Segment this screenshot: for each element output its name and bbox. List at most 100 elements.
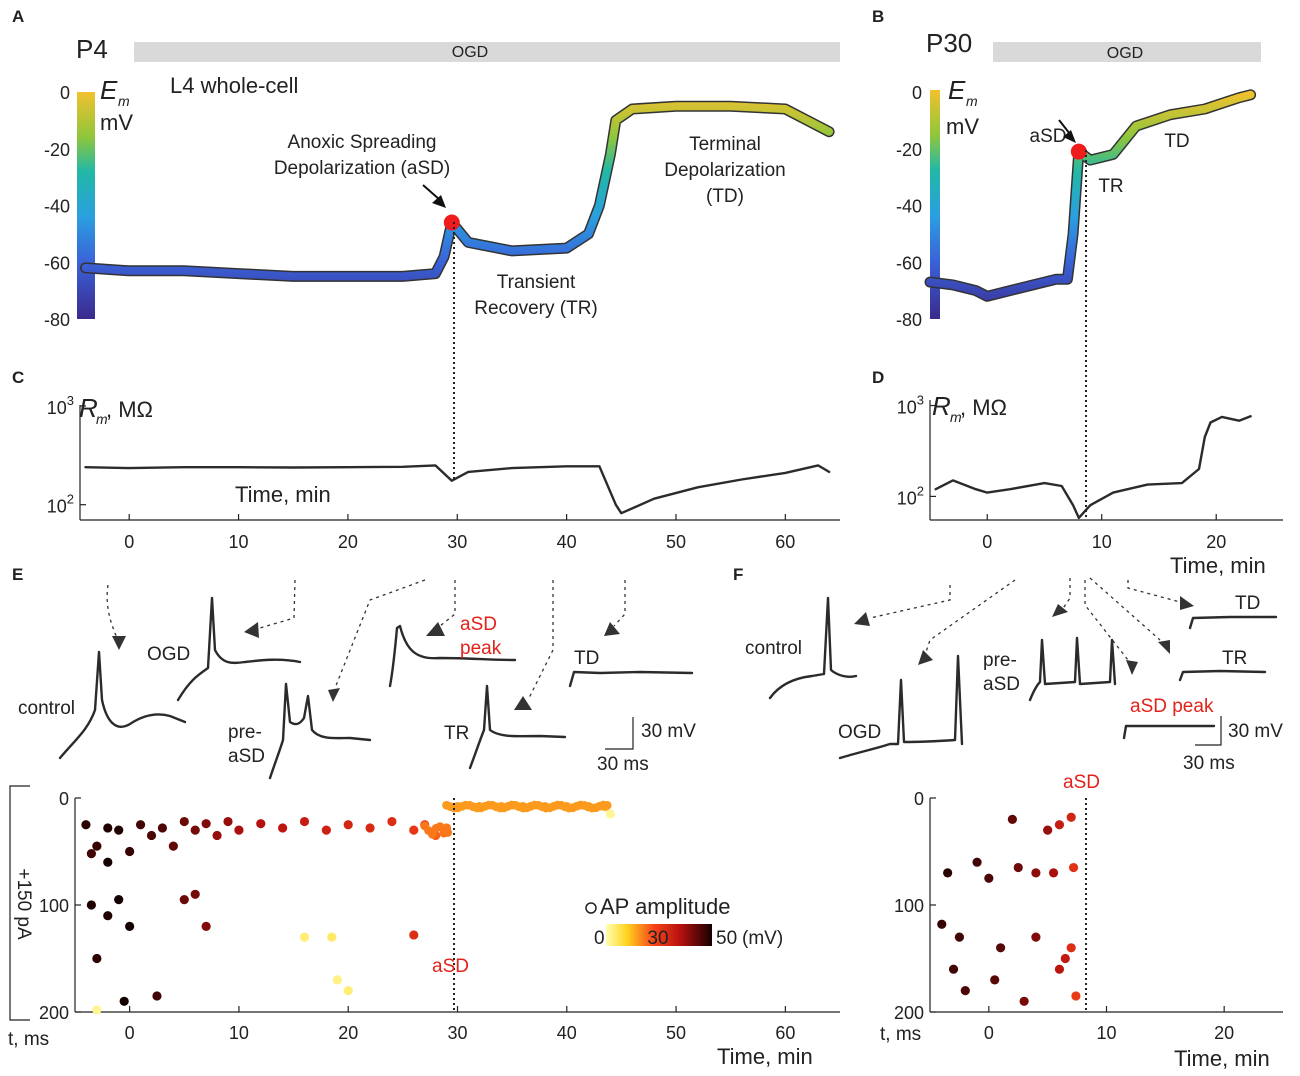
colorbar-a-em-sub: m	[118, 93, 130, 109]
panel-h-t-label: t, ms	[880, 1024, 921, 1045]
label-e-ogd: OGD	[147, 644, 190, 665]
panel-f: F control OGD pre-aSD aSD peak TR TD 30 …	[733, 565, 1283, 774]
text-line: peak	[460, 638, 502, 659]
y-tick-label: 103	[897, 393, 924, 418]
x-tick-label: 20	[1206, 532, 1226, 552]
scatter-point	[321, 825, 331, 835]
ap-trace-e-preasd	[268, 682, 372, 780]
scatter-point	[1054, 964, 1065, 974]
panel-d-ylabel-unit: , MΩ	[960, 395, 1007, 420]
y-tick-label: -20	[44, 140, 70, 160]
x-tick-label: 0	[125, 1023, 135, 1043]
text-line: (TD)	[706, 186, 744, 207]
arrowhead-f-preasd	[1052, 604, 1068, 617]
scatter-point	[190, 825, 200, 835]
arrowhead-e-asdpeak	[426, 622, 445, 636]
em-trace-b-color	[926, 90, 1255, 301]
x-tick-label: 20	[338, 1023, 358, 1043]
scatter-point	[125, 921, 135, 932]
y-tick-label: 0	[60, 83, 70, 103]
panel-b-y-ticks: 0 -20 -40 -60 -80	[896, 83, 922, 330]
rm-trace-c	[84, 464, 831, 515]
y-tick-label: 103	[47, 393, 74, 418]
x-tick-label: 0	[982, 532, 992, 552]
guide-f-td	[1127, 580, 1181, 603]
panel-h-y-ticks: 0 100 200	[894, 789, 936, 1023]
panel-a-y-ticks: 0 -20 -40 -60 -80	[44, 83, 70, 330]
text-line: pre-	[228, 722, 262, 743]
annotation-tr-a: Transient Recovery (TR)	[474, 272, 598, 319]
guide-e-td	[613, 580, 626, 627]
guide-f-asdpeak	[1084, 580, 1129, 661]
scatter-point	[948, 964, 959, 974]
ap-trace-e-control	[58, 650, 187, 760]
scatter-point	[1054, 820, 1065, 830]
x-tick-label: 10	[1092, 532, 1112, 552]
scatter-point	[996, 943, 1006, 953]
scatter-point	[327, 932, 337, 942]
panel-e: E control OGD pre-aSD aSD peak TR TD 30 m…	[12, 565, 696, 780]
scatter-point	[984, 873, 994, 883]
label-f-asdpeak: aSD peak	[1130, 696, 1214, 717]
scatter-point	[943, 868, 953, 878]
legend-tick-30: 30	[647, 928, 668, 949]
scatter-point	[409, 825, 419, 835]
panel-b-letter: B	[872, 7, 884, 26]
text-line: aSD	[228, 746, 265, 767]
panel-g-side-label: +150 pA	[13, 868, 34, 940]
arrow-asd-b	[1058, 119, 1076, 143]
x-tick-label: 60	[775, 1023, 795, 1043]
scatter-point	[157, 823, 168, 833]
scatter-point	[1066, 943, 1076, 953]
ap-trace-e-asdpeak	[388, 624, 517, 688]
y-tick-exponent: 2	[67, 492, 74, 507]
ap-trace-f-ogd	[838, 654, 964, 760]
guide-f-ogd	[924, 579, 1016, 656]
annotation-td-b: TD	[1164, 131, 1189, 152]
panel-g-xlabel: Time, min	[717, 1044, 813, 1069]
arrowhead-f-ogd	[918, 650, 933, 665]
arrowhead-e-tr	[514, 696, 532, 710]
ogd-label-b: OGD	[1107, 45, 1143, 62]
scatter-point	[332, 975, 342, 985]
label-f-preasd: pre-aSD	[983, 650, 1020, 695]
asd-label-h: aSD	[1063, 772, 1100, 793]
scatter-point	[409, 930, 419, 940]
ap-trace-e-tr	[468, 684, 567, 770]
scatter-point	[435, 822, 445, 832]
x-tick-label: 0	[124, 532, 134, 552]
guide-e-tr	[527, 580, 554, 701]
x-tick-label: 20	[338, 532, 358, 552]
arrowhead-e-preasd	[328, 688, 340, 702]
arrowhead-f-tr	[1158, 640, 1170, 654]
scatter-point	[1019, 996, 1029, 1006]
scatter-point	[146, 830, 157, 841]
scatter-point	[179, 816, 189, 827]
arrowhead-e-td	[604, 622, 620, 636]
text-line: aSD	[983, 674, 1020, 695]
panel-a-age: P4	[76, 34, 108, 64]
em-trace-a-color	[81, 102, 834, 281]
panel-h: 0 100 200 0 10 20 aSD t, ms Time, min	[880, 772, 1283, 1071]
text-line: Depolarization (aSD)	[274, 158, 450, 179]
annotation-tr-b: TR	[1098, 176, 1123, 197]
scatter-point	[602, 800, 612, 810]
panel-a: A P4 OGD L4 whole-cell E m mV 0 -20 -40 -60…	[12, 7, 840, 330]
label-e-asdpeak: aSD peak	[460, 614, 502, 659]
label-e-tr: TR	[444, 723, 469, 744]
scatter-point	[387, 816, 397, 827]
scatter-point	[443, 828, 453, 837]
scatter-point	[223, 816, 233, 827]
scatter-point	[152, 991, 162, 1001]
x-tick-label: 40	[557, 532, 577, 552]
ap-trace-e-ogd	[176, 596, 302, 702]
x-tick-label: 10	[1096, 1023, 1116, 1043]
scatter-point	[103, 911, 113, 921]
panel-b: B P30 OGD E m mV 0 -20 -40 -60 -80 aSD TR TD	[872, 7, 1261, 330]
y-tick-label: 0	[914, 789, 924, 809]
scatter-point	[86, 849, 96, 859]
scatter-point	[125, 846, 135, 857]
arrowhead-e-ogd	[244, 622, 259, 638]
